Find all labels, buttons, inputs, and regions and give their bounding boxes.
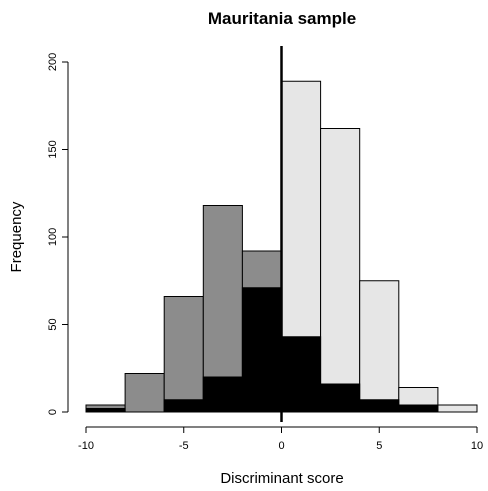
- histogram-bar-s1-b2: [163, 296, 204, 413]
- chart-title: Mauritania sample: [208, 9, 356, 28]
- x-tick-label: 10: [471, 440, 483, 452]
- x-tick-label: -10: [78, 440, 94, 452]
- histogram-bar-s0-b6: [320, 128, 361, 413]
- y-tick-label: 200: [47, 53, 59, 71]
- x-tick-label: 5: [376, 440, 382, 452]
- x-tick-label: -5: [179, 440, 189, 452]
- histogram-bar-s2-b4: [241, 287, 282, 413]
- y-axis: 0 50 100 150 200: [47, 53, 69, 415]
- histogram-bar-s0-b9: [437, 404, 478, 413]
- x-tick-label: 0: [278, 440, 284, 452]
- y-tick-label: 50: [47, 318, 59, 330]
- x-axis: -10 -5 0 5 10: [78, 426, 483, 452]
- histogram-bar-s2-b6: [320, 383, 361, 413]
- histogram-bar-s2-b3: [202, 376, 243, 413]
- x-axis-label: Discriminant score: [220, 470, 343, 487]
- histogram-bar-s2-b8: [398, 404, 439, 413]
- histogram-bar-s0-b7: [359, 280, 400, 413]
- bars-group: [85, 80, 478, 413]
- y-axis-label: Frequency: [8, 201, 25, 272]
- histogram-bar-s2-b2: [163, 399, 204, 413]
- histogram-bar-s2-b5: [281, 336, 322, 413]
- histogram-bar-s2-b0: [85, 408, 126, 413]
- histogram-bar-s1-b1: [124, 373, 165, 413]
- histogram-bar-s2-b7: [359, 399, 400, 413]
- y-tick-label: 0: [47, 409, 59, 415]
- y-tick-label: 150: [47, 140, 59, 158]
- y-tick-label: 100: [47, 228, 59, 246]
